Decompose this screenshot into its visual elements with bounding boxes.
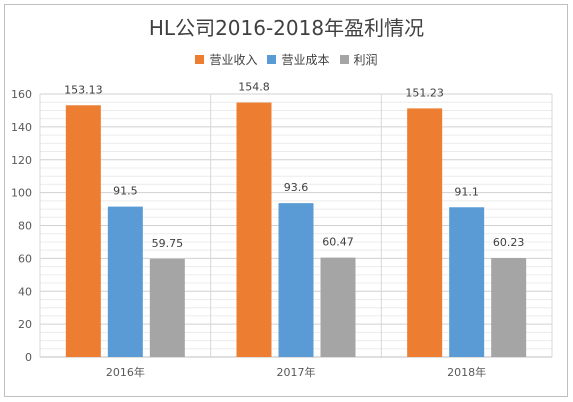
legend-item-revenue: 营业收入 (195, 51, 257, 68)
legend-swatch-cost (267, 55, 277, 64)
bar (320, 257, 356, 357)
x-tick-label: 2017年 (277, 365, 316, 379)
data-label: 154.8 (238, 81, 270, 94)
bar (407, 108, 443, 358)
x-tick-label: 2018年 (447, 365, 486, 379)
y-tick-label: 0 (25, 351, 32, 364)
bar (65, 105, 101, 357)
y-tick-label: 20 (18, 318, 32, 331)
bar (449, 207, 485, 357)
y-tick-label: 100 (11, 187, 32, 200)
legend-label-revenue: 营业收入 (209, 53, 258, 67)
chart-title: HL公司2016-2018年盈利情况 (148, 16, 425, 40)
y-tick-label: 160 (11, 88, 32, 101)
bar (278, 203, 314, 357)
y-tick-label: 60 (18, 252, 32, 265)
data-label: 91.5 (113, 185, 138, 198)
legend-label-cost: 营业成本 (281, 53, 330, 67)
y-tick-label: 80 (18, 220, 32, 233)
data-label: 151.23 (405, 86, 444, 99)
legend-swatch-profit (339, 55, 349, 64)
data-label: 153.13 (64, 83, 103, 96)
bar (107, 206, 143, 357)
legend-swatch-revenue (195, 55, 205, 64)
bar (491, 257, 527, 357)
bar (236, 102, 272, 357)
y-tick-label: 120 (11, 154, 32, 167)
data-label: 93.6 (284, 181, 309, 194)
data-label: 60.23 (493, 236, 525, 249)
data-label: 59.75 (152, 237, 184, 250)
data-label: 91.1 (454, 185, 479, 198)
bar (149, 258, 185, 357)
x-tick-label: 2016年 (106, 365, 145, 379)
y-tick-label: 40 (18, 285, 32, 298)
y-tick-label: 140 (11, 121, 32, 134)
chart-legend: 营业收入 营业成本 利润 (0, 51, 573, 68)
legend-item-profit: 利润 (339, 51, 378, 68)
data-label: 60.47 (322, 236, 354, 249)
legend-label-profit: 利润 (353, 53, 378, 67)
legend-item-cost: 营业成本 (267, 51, 330, 68)
